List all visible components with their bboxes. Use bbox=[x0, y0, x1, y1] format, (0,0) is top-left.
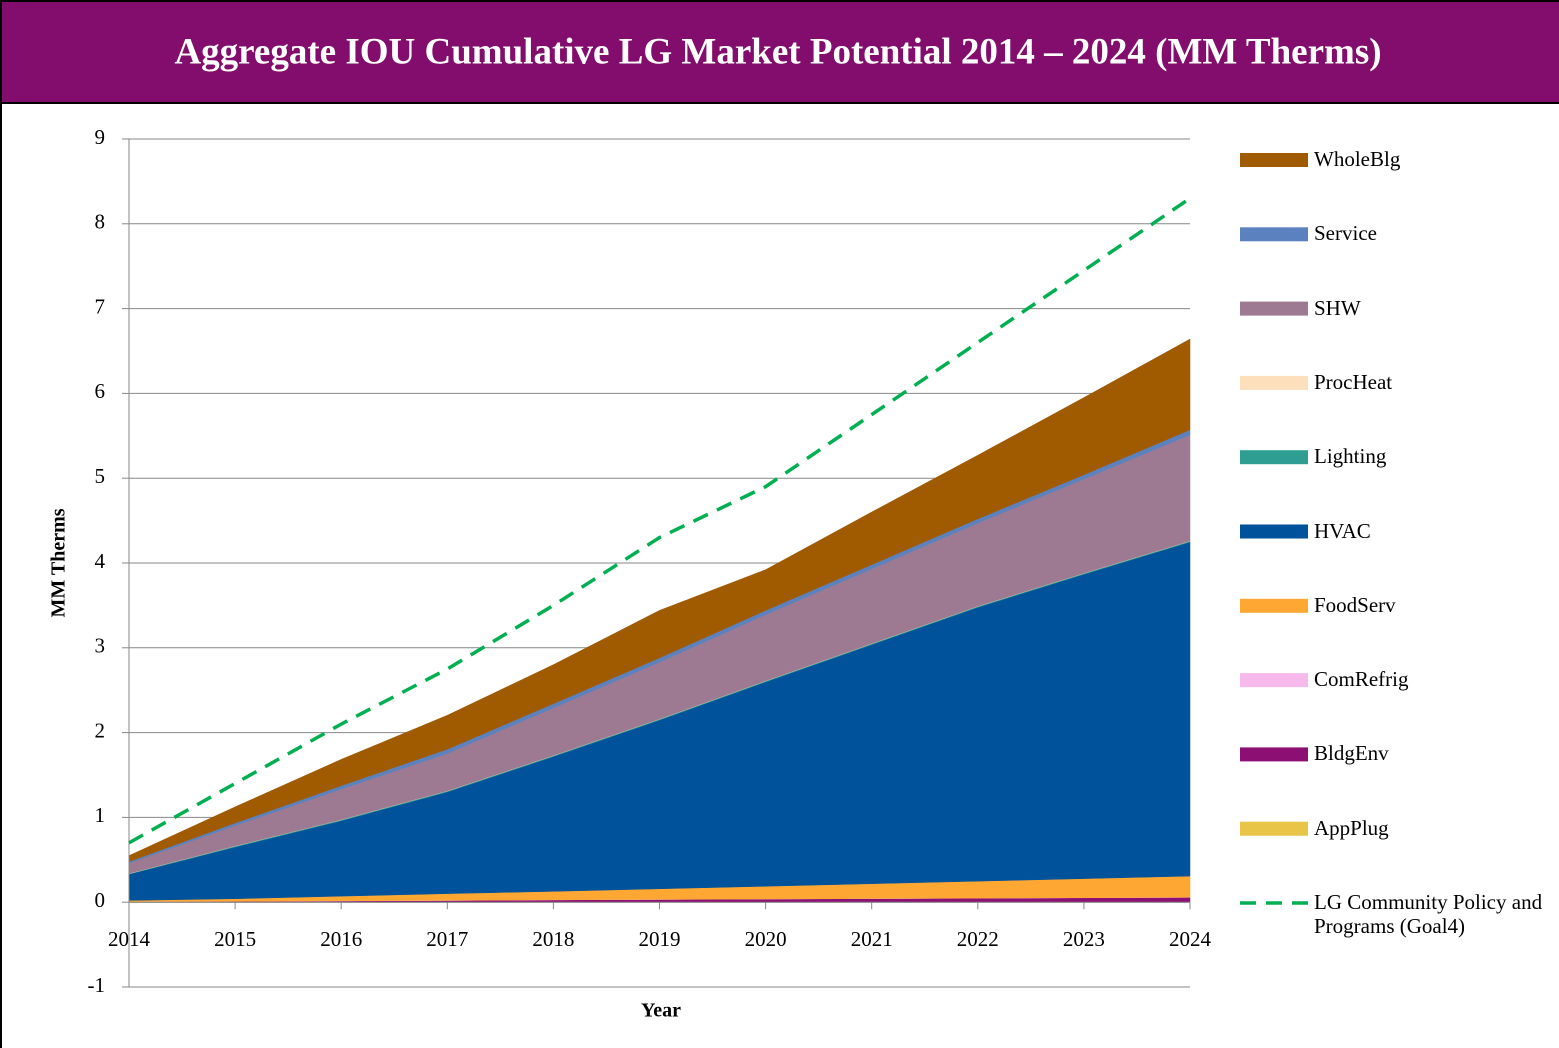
x-tick-label: 2016 bbox=[320, 927, 362, 951]
x-axis-title: Year bbox=[641, 1000, 681, 1022]
legend-swatch bbox=[1240, 375, 1308, 390]
y-axis-title: MM Therms bbox=[48, 508, 70, 617]
x-tick-label: 2017 bbox=[426, 927, 468, 951]
y-tick-label: 3 bbox=[95, 634, 106, 658]
x-tick-label: 2020 bbox=[745, 927, 787, 951]
legend-label: BldgEnv bbox=[1314, 741, 1389, 766]
legend-swatch bbox=[1240, 227, 1308, 242]
legend-label: ComRefrig bbox=[1314, 667, 1409, 692]
x-tick-label: 2015 bbox=[214, 927, 256, 951]
y-tick-label: -1 bbox=[88, 973, 106, 997]
legend-swatch bbox=[1240, 747, 1308, 762]
y-tick-label: 0 bbox=[95, 888, 106, 912]
legend-swatch bbox=[1240, 301, 1308, 316]
x-tick-label: 2018 bbox=[532, 927, 574, 951]
legend-label: FoodServ bbox=[1314, 592, 1396, 617]
legend-label: ProcHeat bbox=[1314, 369, 1393, 394]
x-tick-label: 2024 bbox=[1169, 927, 1212, 951]
legend-label: Service bbox=[1314, 221, 1377, 246]
legend-label: WholeBlg bbox=[1314, 147, 1401, 171]
y-tick-label: 6 bbox=[95, 379, 106, 403]
legend-label: AppPlug bbox=[1314, 815, 1389, 840]
x-tick-label: 2022 bbox=[957, 927, 999, 951]
area bbox=[128, 338, 1191, 862]
line bbox=[128, 196, 1191, 845]
y-tick-label: 4 bbox=[95, 549, 106, 573]
legend-swatch bbox=[1240, 673, 1308, 688]
y-tick-label: 8 bbox=[95, 210, 106, 234]
legend-label: Lighting bbox=[1314, 444, 1387, 469]
legend-swatch bbox=[1240, 821, 1308, 836]
legend-swatch bbox=[1240, 598, 1308, 613]
legend-label: LG Community Policy and Programs (Goal4) bbox=[1314, 890, 1543, 938]
legend-swatch bbox=[1240, 524, 1308, 539]
y-tick-label: 7 bbox=[95, 294, 106, 318]
legend-label: SHW bbox=[1314, 295, 1361, 320]
x-tick-label: 2021 bbox=[851, 927, 893, 951]
y-tick-label: 9 bbox=[95, 125, 106, 149]
x-tick-label: 2019 bbox=[639, 927, 681, 951]
x-tick-label: 2023 bbox=[1063, 927, 1105, 951]
legend-swatch bbox=[1240, 153, 1308, 167]
y-tick-label: 5 bbox=[95, 464, 106, 488]
chart-title: Aggregate IOU Cumulative LG Market Poten… bbox=[174, 31, 1381, 72]
title-bar bbox=[0, 0, 1559, 104]
legend-swatch bbox=[1240, 450, 1308, 465]
x-tick-label: 2014 bbox=[108, 927, 151, 951]
y-tick-label: 2 bbox=[95, 718, 106, 742]
legend-label: HVAC bbox=[1314, 518, 1371, 543]
y-tick-label: 1 bbox=[95, 803, 106, 827]
